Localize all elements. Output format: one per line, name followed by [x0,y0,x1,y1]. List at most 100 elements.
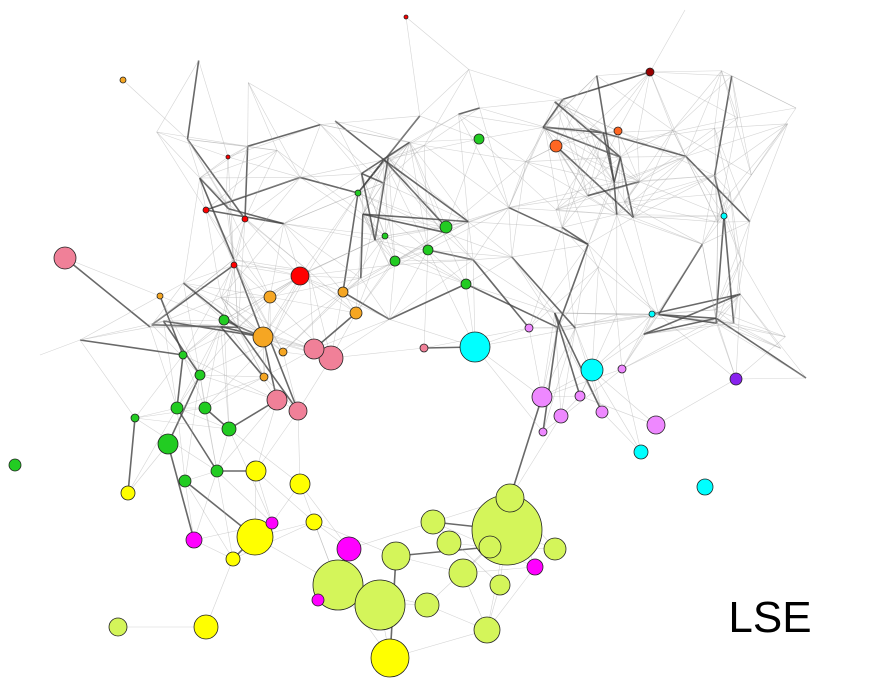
edge [163,320,264,338]
edge [199,340,271,376]
edge [458,114,510,208]
edge [233,264,271,298]
edge [587,217,634,245]
edge [575,314,617,329]
edge [620,129,673,158]
edge [127,417,136,494]
node [473,616,501,644]
edge [442,231,474,261]
node [278,347,288,357]
edge [151,259,234,326]
edge [357,192,390,266]
node [259,372,269,382]
edge [716,322,781,349]
edge [574,244,589,329]
edge [159,282,184,297]
node [422,244,434,256]
edge [183,283,201,376]
edge [182,354,206,409]
edge [639,156,686,182]
node [354,189,362,197]
node [595,405,609,419]
node [489,574,511,596]
edge [228,208,234,260]
edge [187,139,227,203]
edge [465,283,555,314]
edge [269,223,285,298]
edge [362,214,390,266]
edge [717,117,739,223]
edge [442,231,467,285]
edge [383,159,447,228]
edge [151,282,184,325]
node [436,530,462,556]
edge [591,267,599,371]
edge [636,71,651,140]
edge [633,156,687,218]
edge [163,320,178,409]
edge [334,120,385,161]
edge [330,347,425,359]
edge [360,173,376,241]
edge [685,123,788,157]
edge [176,374,201,409]
edge [182,354,278,401]
edge [544,75,597,128]
node [178,350,188,360]
edge [427,249,467,285]
edge [740,293,807,379]
edge [468,221,512,258]
node [538,427,548,437]
edge [555,145,634,219]
edge [199,327,239,376]
edge [238,327,315,350]
edge [308,192,359,272]
edge [384,235,467,285]
edge [282,351,299,412]
edge [733,323,786,338]
edge [589,128,618,215]
edge [176,407,218,472]
edge [554,101,615,183]
node [312,559,364,611]
edge [587,244,659,315]
edge [601,411,642,453]
edge [643,317,717,336]
edge [244,146,249,220]
edge [508,161,526,208]
node [225,551,241,567]
edge [409,142,429,251]
edge [244,150,278,220]
edge [156,60,199,133]
edge [320,124,410,143]
edge [716,259,742,324]
node [495,483,525,513]
edge [639,181,725,217]
edge [163,320,239,328]
edge [442,231,512,258]
edge [335,120,410,143]
edge [643,314,659,335]
edge [219,325,265,378]
edge [587,130,619,196]
edge [383,159,469,223]
edge [220,326,230,430]
edge [468,69,480,109]
node [574,390,586,402]
edge [39,339,81,356]
edge [320,124,362,174]
node [354,579,406,631]
edge [270,291,344,342]
edge [525,161,615,183]
edge [649,70,722,73]
edge [624,201,718,223]
node [185,531,203,549]
edge [632,217,659,315]
edge [508,207,513,258]
edge [361,172,384,184]
edge [204,376,265,409]
node [448,558,478,588]
edge [621,318,717,370]
edge [465,221,469,285]
edge [445,226,474,260]
